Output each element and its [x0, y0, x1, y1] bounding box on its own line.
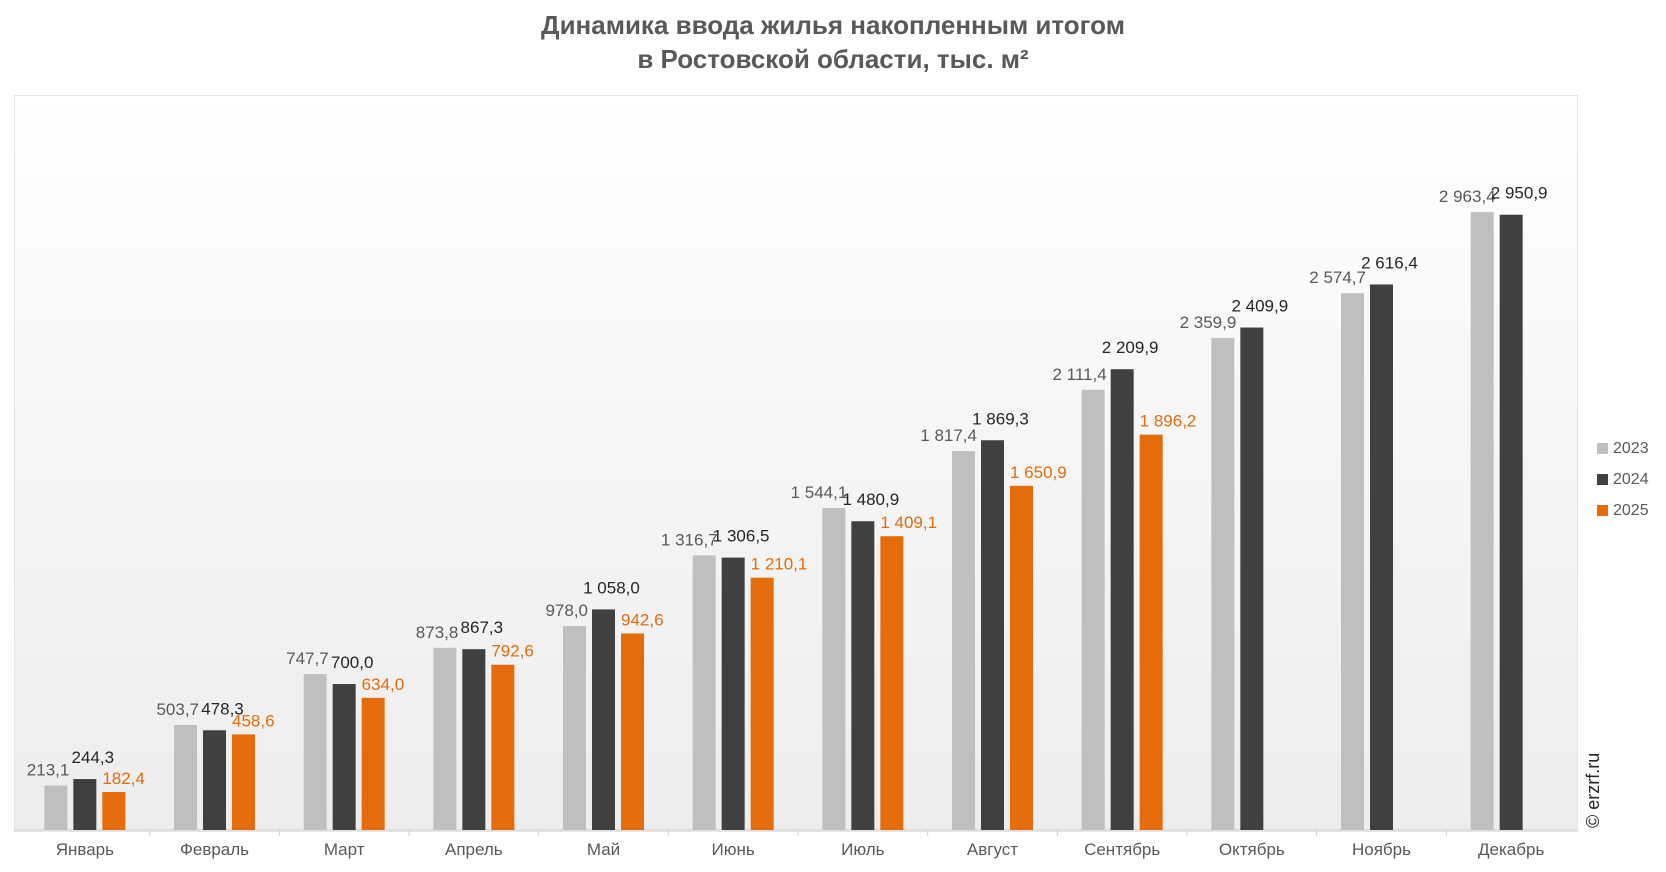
bar-2025	[880, 536, 904, 830]
bar-2023	[1470, 212, 1494, 830]
x-tick-label: Июнь	[712, 840, 755, 859]
data-label-2025: 634,0	[362, 675, 405, 694]
bar-2024	[981, 440, 1004, 830]
x-tick-label: Июль	[841, 840, 885, 859]
data-label-2023: 2 359,9	[1180, 313, 1237, 332]
legend: 2023 2024 2025	[1597, 433, 1663, 526]
data-label-2024: 1 869,3	[972, 409, 1029, 428]
bar-2023	[433, 647, 457, 830]
data-label-2025: 942,6	[621, 610, 664, 629]
data-label-2023: 2 963,4	[1439, 187, 1496, 206]
bar-2025	[491, 664, 515, 830]
legend-swatch-2023	[1597, 443, 1608, 454]
x-tick-label: Сентябрь	[1084, 840, 1160, 859]
data-label-2023: 1 544,1	[791, 483, 848, 502]
bar-2023	[1081, 389, 1105, 830]
bar-2025	[1010, 485, 1033, 830]
bar-2024	[1240, 327, 1264, 830]
legend-swatch-2024	[1597, 474, 1608, 485]
x-tick-label: Август	[967, 840, 1018, 859]
x-tick-label: Март	[324, 840, 365, 859]
bar-2025	[750, 577, 774, 830]
x-tick-label: Октябрь	[1219, 840, 1285, 859]
data-label-2024: 1 058,0	[583, 578, 640, 597]
data-label-2025: 792,6	[491, 642, 534, 661]
bar-2025	[102, 791, 126, 830]
bar-2023	[44, 785, 68, 830]
data-label-2024: 2 950,9	[1491, 184, 1548, 203]
bar-2024	[203, 730, 226, 830]
x-tick-label: Январь	[56, 840, 114, 859]
x-tick-label: Ноябрь	[1352, 840, 1411, 859]
data-label-2023: 503,7	[156, 700, 199, 719]
data-label-2023: 2 574,7	[1309, 268, 1366, 287]
bar-2023	[563, 626, 586, 830]
bar-2023	[1211, 337, 1235, 830]
bar-2024	[73, 779, 97, 830]
data-label-2023: 213,1	[27, 761, 70, 780]
data-label-2023: 1 316,7	[661, 530, 718, 549]
data-label-2023: 873,8	[416, 623, 459, 642]
legend-label-2025: 2025	[1613, 501, 1649, 519]
data-label-2024: 2 409,9	[1231, 297, 1288, 316]
chart-title: Динамика ввода жилья накопленным итогом …	[0, 8, 1666, 76]
bar-2023	[952, 451, 975, 830]
bar-2024	[1110, 369, 1134, 830]
title-line-2: в Ростовской области, тыс. м²	[637, 44, 1029, 74]
bar-2024	[721, 557, 745, 830]
legend-item-2025: 2025	[1597, 495, 1663, 526]
bar-2023	[822, 508, 846, 830]
bar-2024	[462, 649, 486, 830]
x-tick-label: Февраль	[180, 840, 249, 859]
bar-2023	[174, 724, 197, 830]
bar-2025	[361, 697, 385, 830]
legend-swatch-2025	[1597, 505, 1608, 516]
data-label-2025: 1 409,1	[880, 513, 937, 532]
data-label-2024: 478,3	[201, 699, 244, 718]
watermark-container: © erzrf.ru	[1583, 753, 1658, 849]
data-label-2025: 1 896,2	[1140, 412, 1197, 431]
bar-2024	[1370, 284, 1393, 830]
bar-2023	[692, 555, 716, 830]
data-label-2024: 867,3	[461, 618, 504, 637]
data-label-2023: 978,0	[545, 601, 588, 620]
watermark: © erzrf.ru	[1583, 752, 1603, 828]
bar-2023	[303, 674, 327, 830]
data-label-2023: 747,7	[286, 649, 329, 668]
data-label-2024: 2 616,4	[1361, 253, 1418, 272]
data-label-2024: 1 480,9	[842, 490, 899, 509]
data-label-2023: 2 111,4	[1052, 365, 1106, 384]
bar-2024	[332, 684, 356, 830]
bar-2024	[1499, 214, 1523, 830]
legend-item-2024: 2024	[1597, 464, 1663, 495]
data-label-2025: 458,6	[232, 711, 275, 730]
legend-label-2023: 2023	[1613, 439, 1649, 457]
data-label-2025: 1 650,9	[1010, 463, 1067, 482]
legend-item-2023: 2023	[1597, 433, 1663, 464]
x-tick-label: Декабрь	[1478, 840, 1544, 859]
bar-2024	[592, 609, 615, 830]
data-label-2025: 182,4	[102, 769, 145, 788]
bar-2025	[621, 633, 644, 830]
x-tick-label: Апрель	[445, 840, 503, 859]
bar-2023	[1341, 293, 1364, 830]
data-label-2024: 244,3	[72, 748, 115, 767]
bar-2025	[232, 734, 255, 830]
data-label-2024: 2 209,9	[1102, 338, 1159, 357]
bar-2025	[1139, 434, 1163, 830]
bar-2024	[851, 521, 875, 830]
data-label-2024: 1 306,5	[713, 527, 770, 546]
data-label-2024: 700,0	[331, 653, 374, 672]
data-label-2025: 1 210,1	[751, 555, 808, 574]
title-line-1: Динамика ввода жилья накопленным итогом	[541, 10, 1125, 40]
legend-label-2024: 2024	[1613, 470, 1649, 488]
data-label-2023: 1 817,4	[920, 426, 977, 445]
plot-area	[14, 95, 1578, 832]
x-tick-label: Май	[587, 840, 620, 859]
